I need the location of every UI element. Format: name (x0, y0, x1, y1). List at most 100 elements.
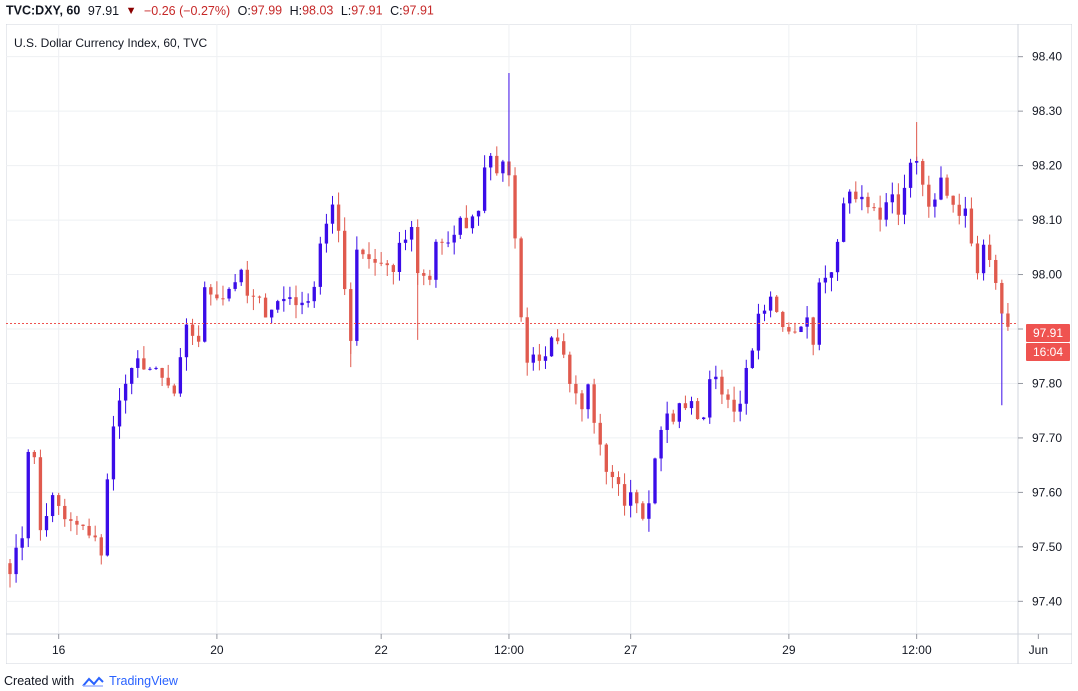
candle-body (793, 331, 797, 333)
candle-body (671, 413, 675, 422)
candle-body (933, 199, 937, 207)
candle-body (464, 217, 469, 229)
tradingview-link[interactable]: TradingView (109, 674, 178, 688)
candle-body (610, 471, 615, 478)
candle-body (269, 309, 274, 318)
candle-body (513, 175, 517, 239)
x-tick-label: 27 (624, 643, 638, 657)
candle-body (482, 167, 487, 211)
candle-body (349, 289, 353, 341)
candle-body (908, 162, 913, 188)
candle-body (379, 262, 383, 264)
candle-body (166, 377, 170, 386)
candle-body (330, 204, 335, 224)
candle-body (592, 384, 596, 423)
chart-area[interactable]: 98.4098.3098.2098.1098.0097.9097.8097.70… (6, 24, 1072, 664)
candle-body (434, 241, 438, 280)
candle-body (555, 337, 560, 342)
candle-body (616, 477, 621, 485)
y-tick-label: 98.00 (1032, 268, 1062, 282)
candle-body (653, 458, 657, 504)
close-value: 97.91 (402, 3, 434, 18)
candle-body (38, 457, 43, 531)
candle-body (416, 227, 420, 274)
candle-body (677, 403, 682, 422)
candle-body (69, 519, 73, 521)
candle-body (130, 367, 134, 384)
tradingview-logo-icon (81, 676, 104, 687)
y-tick-label: 97.60 (1032, 485, 1062, 499)
candle-body (781, 311, 785, 328)
chart-title: U.S. Dollar Currency Index, 60, TVC (14, 36, 208, 50)
price-axis[interactable]: 98.4098.3098.2098.1098.0097.9097.8097.70… (1018, 50, 1062, 609)
candle-body (1000, 282, 1004, 314)
close-label: C: (390, 3, 403, 18)
candle-body (604, 444, 608, 472)
candle-body (32, 451, 37, 458)
candle-body (848, 191, 852, 204)
candle-body (57, 495, 61, 506)
candle-body (641, 503, 645, 519)
last-price-box (1026, 324, 1070, 342)
candle-body (440, 241, 444, 243)
candle-body (44, 516, 49, 531)
candle-body (586, 384, 590, 410)
candle-body (294, 297, 298, 306)
candle-body (26, 451, 30, 539)
candle-body (428, 275, 432, 280)
candle-body (154, 367, 158, 369)
candle-body (835, 241, 840, 273)
x-tick-label: 20 (210, 643, 224, 657)
candle-body (409, 227, 414, 240)
last-price-label: 97.91 16:04 (1026, 324, 1070, 361)
candle-body (744, 367, 748, 404)
price-change: −0.26 (−0.27%) (143, 3, 231, 18)
time-axis[interactable]: 16 20 22 12:00 27 29 12:00 Jun (52, 634, 1048, 657)
candle-body (543, 356, 548, 361)
down-triangle-icon: ▼ (125, 4, 137, 17)
candle-body (476, 210, 481, 217)
candle-body (20, 538, 24, 548)
candle-body (117, 400, 122, 427)
y-tick-label: 97.40 (1032, 594, 1062, 608)
candle-body (896, 194, 901, 215)
candle-body (263, 297, 268, 318)
candle-body (549, 337, 554, 357)
candle-body (537, 354, 542, 361)
candle-body (81, 524, 85, 526)
candle-body (628, 492, 633, 506)
candle-body (562, 341, 566, 355)
candle-body (458, 217, 462, 235)
candle-body (787, 327, 791, 332)
candle-body (647, 503, 651, 519)
open-value: 97.99 (250, 3, 283, 18)
last-price: 97.91 (87, 3, 120, 18)
y-tick-label: 98.20 (1032, 159, 1062, 173)
candle-body (683, 403, 688, 409)
candle-body (123, 383, 128, 401)
candle-body (921, 161, 925, 185)
candle-body (190, 324, 195, 336)
candle-body (708, 379, 712, 418)
symbol-header: TVC:DXY, 60 97.91 ▼ −0.26 (−0.27%) O:97.… (6, 3, 434, 21)
candle-body (178, 357, 183, 394)
candle-body (342, 230, 347, 290)
candle-body (580, 393, 584, 410)
candle-body (519, 238, 523, 318)
candle-body (257, 296, 262, 298)
candle-body (227, 288, 231, 299)
candle-body (276, 301, 280, 310)
candle-body (987, 244, 992, 260)
candle-body (914, 161, 919, 163)
candle-body (750, 350, 755, 368)
candlestick-chart[interactable]: 98.4098.3098.2098.1098.0097.9097.8097.70… (6, 24, 1072, 664)
candle-body (963, 208, 967, 216)
candle-body (422, 273, 426, 276)
candle-body (969, 208, 974, 244)
candles (8, 73, 1010, 588)
candle-body (884, 202, 888, 220)
y-tick-label: 97.70 (1032, 431, 1062, 445)
candle-body (105, 479, 110, 556)
candle-body (318, 243, 323, 287)
symbol-label[interactable]: TVC:DXY, 60 (6, 3, 81, 18)
